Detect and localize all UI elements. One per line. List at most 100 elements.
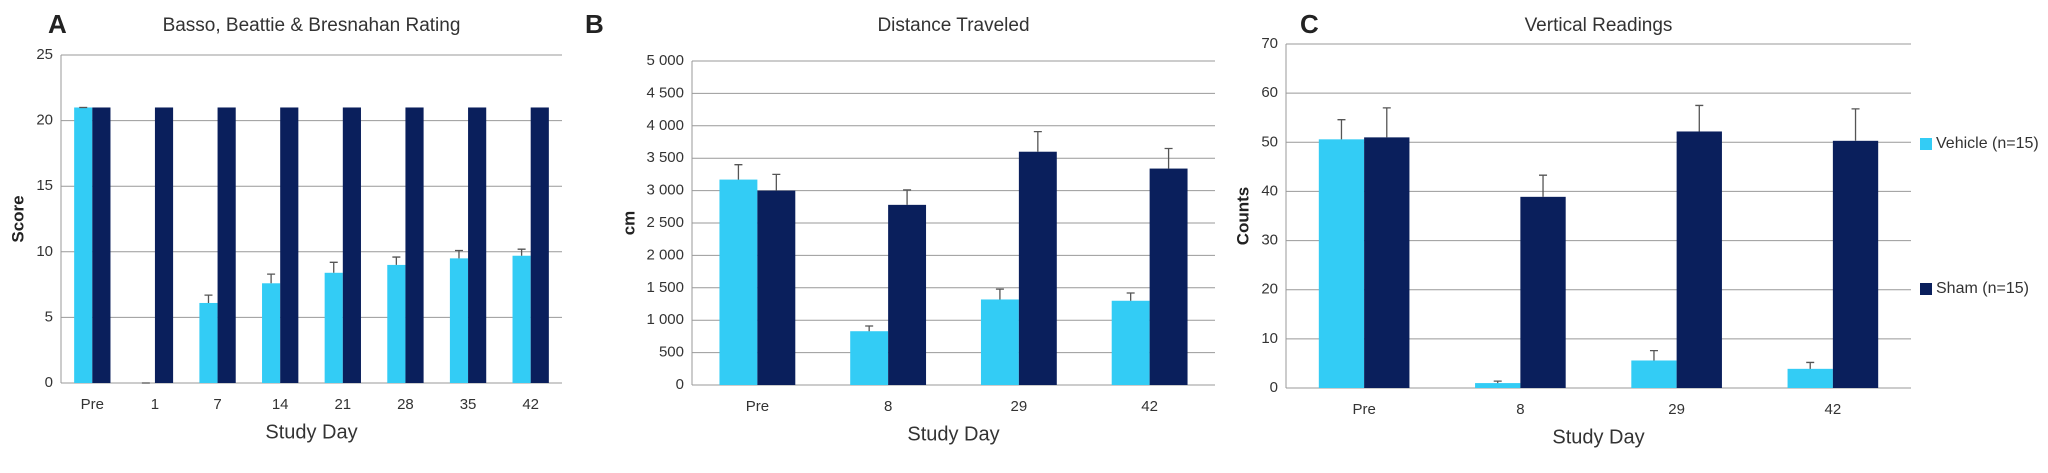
y-tick-label: 20: [1261, 281, 1278, 298]
y-tick-label: 4 500: [646, 84, 684, 101]
error-bar: [865, 325, 874, 332]
y-tick-label: 1 500: [646, 279, 684, 296]
error-bar: [267, 273, 276, 284]
bar: [262, 283, 281, 383]
error-bar: [903, 189, 912, 205]
error-bar: [1033, 130, 1042, 152]
error-bar: [772, 173, 781, 191]
y-tick-label: 40: [1261, 182, 1278, 199]
x-tick-label: Pre: [1352, 401, 1375, 418]
x-tick-label: Pre: [746, 398, 769, 415]
panel-label: C: [1300, 9, 1319, 39]
x-tick-label: 14: [272, 396, 289, 413]
x-tick-label: 29: [1668, 401, 1685, 418]
legend-label: Vehicle (n=15): [1936, 135, 2039, 152]
y-tick-label: 3 000: [646, 182, 684, 199]
y-tick-label: 50: [1261, 133, 1278, 150]
x-tick-label: 42: [1825, 401, 1842, 418]
y-tick-label: 25: [36, 46, 53, 63]
legend-label: Sham (n=15): [1936, 280, 2029, 297]
y-tick-label: 30: [1261, 232, 1278, 249]
x-tick-label: 21: [334, 396, 351, 413]
y-axis-label: Score: [8, 195, 27, 242]
bar: [217, 107, 236, 383]
x-axis-label: Study Day: [1552, 426, 1644, 448]
bar: [1475, 383, 1521, 388]
error-bar: [204, 294, 213, 303]
error-bar: [1382, 107, 1391, 138]
y-axis-label: cm: [619, 211, 638, 236]
error-bar: [517, 248, 526, 256]
x-tick-label: 42: [1141, 398, 1158, 415]
bar: [199, 302, 218, 383]
y-tick-label: 15: [36, 177, 53, 194]
y-tick-label: 5: [45, 308, 53, 325]
bar: [74, 107, 93, 383]
y-tick-label: 500: [659, 344, 684, 361]
x-axis-label: Study Day: [907, 423, 999, 445]
y-tick-label: 4 000: [646, 117, 684, 134]
chart-title: Basso, Beattie & Bresnahan Rating: [163, 15, 461, 36]
error-bar: [1806, 361, 1815, 369]
error-bar: [1164, 147, 1173, 169]
y-axis-label: Counts: [1233, 187, 1252, 246]
legend-swatch: [1920, 283, 1932, 295]
bar: [980, 299, 1019, 385]
x-tick-label: 42: [522, 396, 539, 413]
bar: [1520, 196, 1566, 388]
bar: [1676, 131, 1722, 388]
y-tick-label: 0: [45, 374, 53, 391]
y-tick-label: 2 500: [646, 214, 684, 231]
bar: [757, 190, 796, 385]
y-tick-label: 20: [36, 112, 53, 129]
x-tick-label: 28: [397, 396, 414, 413]
x-axis-label: Study Day: [265, 421, 357, 443]
error-bar: [454, 249, 463, 259]
error-bar: [1493, 380, 1502, 384]
bar: [1318, 139, 1365, 388]
error-bar: [1851, 108, 1860, 141]
error-bar: [1649, 350, 1658, 361]
panel-label: B: [585, 9, 604, 39]
chart-title: Distance Traveled: [877, 15, 1029, 36]
bar: [530, 107, 549, 383]
x-tick-label: 29: [1011, 398, 1028, 415]
bar: [1787, 368, 1833, 388]
bar: [92, 107, 111, 383]
bar: [1631, 360, 1677, 388]
bar: [342, 107, 361, 383]
error-bar: [995, 288, 1004, 300]
bar: [324, 272, 343, 383]
error-bar: [1695, 104, 1704, 132]
y-tick-label: 70: [1261, 35, 1278, 52]
bar: [1364, 137, 1410, 388]
bar: [154, 107, 174, 383]
x-tick-label: 8: [884, 398, 892, 415]
x-tick-label: 1: [151, 396, 159, 413]
bar: [512, 255, 531, 383]
error-bar: [1337, 119, 1346, 140]
error-bar: [734, 164, 743, 180]
y-tick-label: 10: [36, 243, 53, 260]
y-tick-label: 3 500: [646, 149, 684, 166]
y-tick-label: 2 000: [646, 246, 684, 263]
error-bar: [1126, 292, 1135, 301]
chart-title: Vertical Readings: [1525, 15, 1673, 36]
y-tick-label: 0: [676, 376, 684, 393]
bar: [888, 204, 927, 385]
bar: [387, 264, 406, 383]
x-tick-label: 7: [213, 396, 221, 413]
y-tick-label: 0: [1270, 379, 1278, 396]
error-bar: [329, 261, 338, 273]
bar: [449, 258, 469, 383]
bar: [280, 107, 299, 383]
bar: [1149, 168, 1188, 385]
bar: [1018, 151, 1057, 385]
panel-label: A: [48, 9, 67, 39]
y-tick-label: 5 000: [646, 52, 684, 69]
y-tick-label: 10: [1261, 330, 1278, 347]
x-tick-label: 8: [1516, 401, 1524, 418]
bar: [1111, 300, 1150, 385]
bar: [719, 179, 758, 385]
